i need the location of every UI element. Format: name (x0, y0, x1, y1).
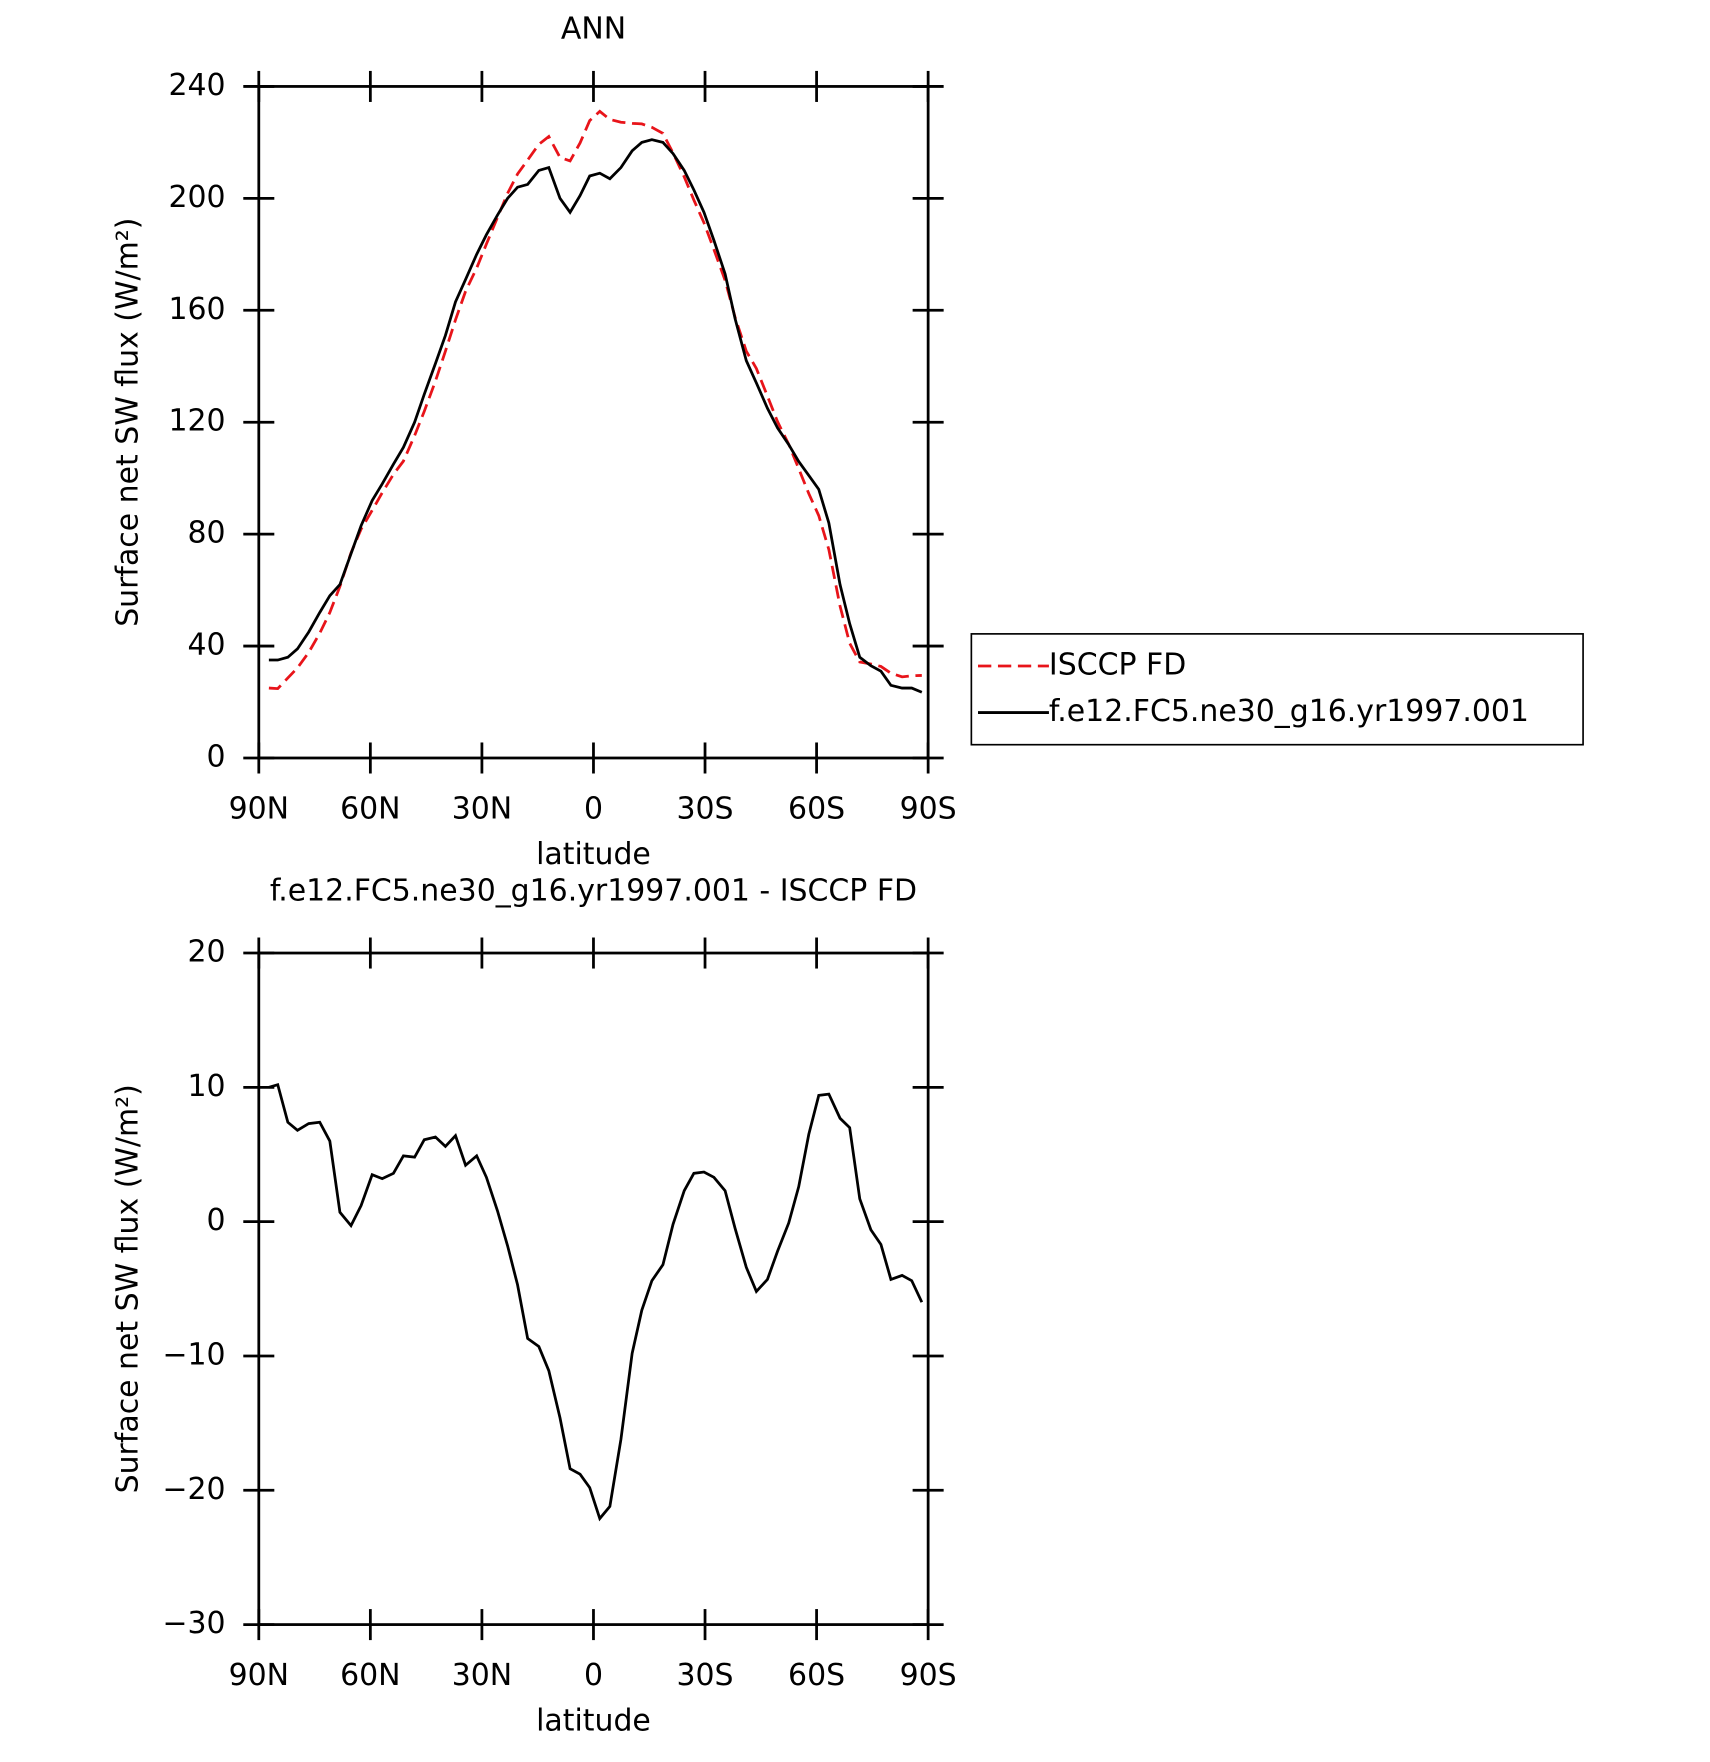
y-tick-label: 0 (207, 1203, 226, 1238)
y-tick-label: 120 (168, 404, 225, 439)
x-axis-label: latitude (536, 1704, 651, 1739)
y-tick-label: 200 (168, 180, 225, 215)
x-tick-label: 90S (900, 1658, 957, 1693)
x-tick-label: 30N (452, 1658, 512, 1693)
legend-label: f.e12.FC5.ne30_g16.yr1997.001 (1049, 694, 1529, 729)
x-tick-label: 60N (340, 792, 400, 827)
x-tick-label: 30S (677, 792, 734, 827)
y-tick-label: −20 (162, 1472, 225, 1507)
x-tick-label: 30N (452, 792, 512, 827)
x-tick-label: 30S (677, 1658, 734, 1693)
x-tick-label: 0 (584, 1658, 603, 1693)
plot-frame (257, 85, 930, 760)
legend-label: ISCCP FD (1049, 648, 1186, 683)
y-axis-label: Surface net SW flux (W/m²) (111, 218, 146, 627)
legend-box (970, 633, 1584, 746)
y-axis-label: Surface net SW flux (W/m²) (111, 1084, 146, 1493)
y-tick-label: 160 (168, 292, 225, 327)
data-line (268, 109, 922, 691)
y-tick-label: 10 (187, 1069, 225, 1104)
y-tick-label: 40 (187, 628, 225, 663)
x-tick-label: 90N (229, 792, 289, 827)
x-tick-label: 60S (788, 792, 845, 827)
y-tick-label: 20 (187, 935, 225, 970)
x-tick-label: 90S (900, 792, 957, 827)
data-line (268, 1082, 924, 1522)
y-tick-label: −10 (162, 1337, 225, 1372)
chart-title: f.e12.FC5.ne30_g16.yr1997.001 - ISCCP FD (270, 874, 917, 909)
x-axis-label: latitude (536, 837, 651, 872)
plot-frame (257, 951, 930, 1626)
x-tick-label: 0 (584, 792, 603, 827)
y-tick-label: 240 (168, 68, 225, 103)
y-tick-label: 0 (207, 739, 226, 774)
x-tick-label: 90N (229, 1658, 289, 1693)
y-tick-label: −30 (162, 1606, 225, 1641)
data-line (268, 138, 923, 694)
x-tick-label: 60N (340, 1658, 400, 1693)
x-tick-label: 60S (788, 1658, 845, 1693)
chart-title: ANN (561, 11, 626, 46)
y-tick-label: 80 (187, 516, 225, 551)
